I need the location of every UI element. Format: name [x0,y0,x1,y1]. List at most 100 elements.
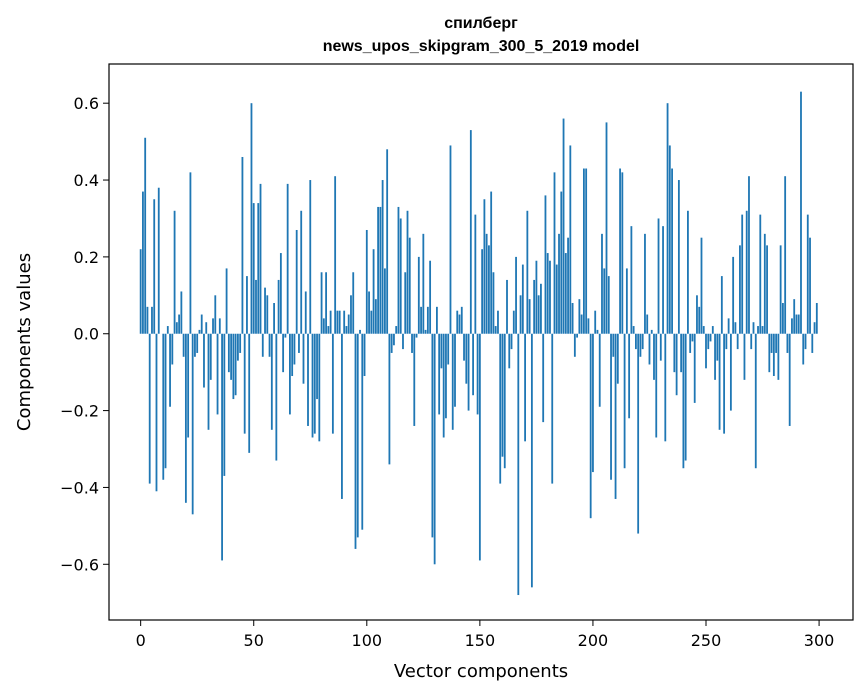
bar-151 [481,249,484,334]
bar-199 [589,333,592,519]
bar-297 [811,333,814,353]
x-tick-label-3: 150 [465,631,496,650]
bar-100 [365,229,368,334]
bar-74 [307,333,309,426]
bar-40 [230,333,233,380]
bar-63 [282,333,285,373]
y-tick-label-3: 0.0 [74,325,99,344]
bar-84 [329,310,332,334]
bar-219 [635,333,637,350]
bar-113 [395,326,398,334]
bar-256 [718,333,721,430]
bar-270 [750,333,753,350]
bar-165 [512,310,515,334]
bar-59 [273,303,275,334]
bar-15 [173,210,176,334]
y-tick-label-4: 0.2 [74,248,99,267]
bar-228 [655,333,658,438]
bar-124 [420,306,422,334]
bar-132 [438,333,441,415]
bar-58 [270,333,273,430]
bar-34 [216,333,219,415]
bar-293 [802,333,805,365]
bar-76 [311,333,314,438]
bar-5 [151,306,153,334]
bar-226 [650,329,653,334]
bar-138 [451,333,454,430]
bar-128 [429,260,432,334]
bar-75 [309,180,312,334]
bar-85 [331,333,334,434]
bar-119 [408,237,411,334]
bar-160 [501,333,504,457]
bar-198 [587,318,590,334]
y-tick-label-6: 0.6 [74,94,99,113]
bar-43 [237,333,239,361]
bar-194 [578,299,581,334]
bar-28 [203,333,205,388]
bar-203 [598,333,601,407]
bar-224 [646,314,649,334]
x-tick-label-4: 200 [578,631,609,650]
bar-164 [510,333,513,350]
bar-30 [207,333,210,430]
bar-137 [449,145,452,334]
bar-25 [196,333,199,353]
bar-268 [745,210,748,334]
bar-281 [775,333,778,353]
bar-215 [625,268,628,334]
bar-247 [698,306,701,334]
bars-group [139,91,818,596]
bar-110 [388,333,391,465]
bar-94 [352,272,355,334]
bar-24 [194,333,196,357]
bar-147 [472,333,474,396]
bar-255 [716,333,719,361]
bar-105 [377,206,380,334]
bar-213 [621,172,624,334]
bar-235 [671,168,673,334]
bar-42 [234,333,237,396]
bar-156 [492,272,495,334]
bar-38 [225,268,228,334]
bar-272 [754,333,757,469]
bar-274 [759,214,762,334]
bar-97 [359,329,361,334]
chart-title: спилберг [444,15,518,32]
bar-51 [255,279,257,334]
bar-216 [628,333,631,419]
bar-205 [603,268,606,334]
bar-179 [544,195,547,334]
bar-201 [594,310,597,334]
bar-79 [318,333,321,442]
bar-285 [784,176,787,334]
bar-29 [205,322,208,334]
bar-236 [673,333,676,373]
bar-134 [442,333,445,438]
bar-211 [616,333,619,384]
bar-72 [302,333,305,384]
bar-31 [209,333,212,380]
bar-0 [139,249,142,334]
bar-266 [741,214,744,334]
bar-41 [232,333,235,400]
bar-4 [148,333,151,484]
bar-32 [212,318,214,334]
bar-264 [736,333,739,350]
bar-14 [171,333,174,365]
bar-68 [293,333,296,365]
bar-277 [766,245,768,334]
bar-166 [515,256,517,334]
bar-70 [298,333,300,353]
bar-269 [748,176,750,334]
x-axis-label: Vector components [394,661,568,682]
bar-153 [485,233,488,334]
bar-280 [772,333,775,377]
bar-189 [567,237,569,334]
bar-143 [463,333,465,361]
bar-131 [436,306,438,334]
bar-171 [526,210,529,334]
bar-17 [178,314,181,334]
bar-135 [445,333,447,419]
